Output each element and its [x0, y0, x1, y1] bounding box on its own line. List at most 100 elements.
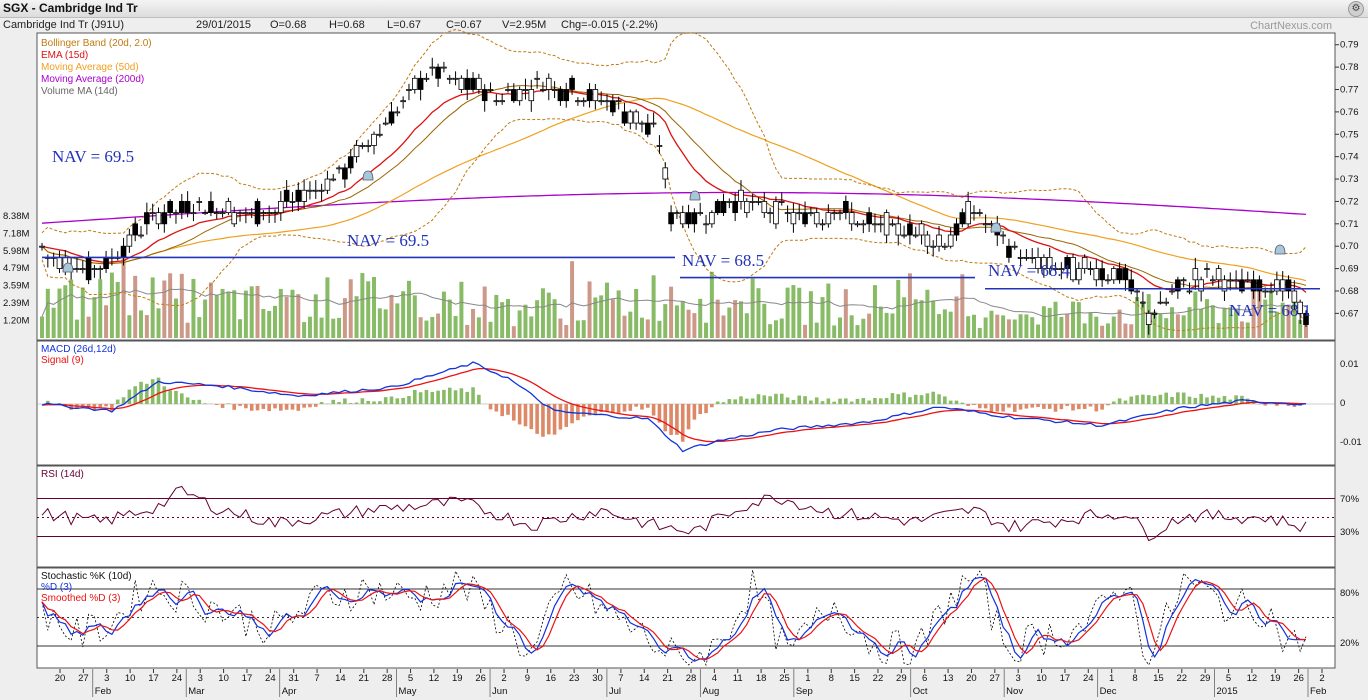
ma200-line	[41, 191, 1307, 224]
volume-bar	[698, 298, 703, 338]
quote-high: H=0.68	[329, 19, 365, 31]
date-tick-label: 21	[359, 673, 370, 684]
volume-bar	[500, 302, 505, 338]
candle-body	[778, 201, 785, 203]
volume-bar	[471, 308, 476, 338]
candle-body	[126, 234, 133, 247]
candle-body	[545, 77, 552, 90]
macd-histogram-bar	[983, 404, 988, 409]
candle-body	[476, 77, 482, 90]
month-label: Nov	[1006, 686, 1023, 697]
volume-bar	[249, 286, 254, 338]
macd-histogram-bar	[704, 404, 708, 414]
volume-bar	[738, 301, 743, 338]
candle-body	[39, 245, 45, 248]
volume-bar	[1059, 316, 1064, 338]
macd-histogram-bar	[401, 397, 405, 404]
volume-bar	[1024, 314, 1029, 338]
date-tick-label: 9	[525, 673, 530, 684]
macd-histogram-bar	[1158, 394, 1163, 404]
volume-bar	[575, 320, 580, 338]
volume-bar	[558, 318, 563, 338]
price-tick-label: 0.67	[1340, 308, 1359, 319]
volume-bar	[127, 315, 132, 338]
macd-histogram-bar	[675, 404, 679, 435]
macd-histogram-bar	[972, 404, 976, 406]
settings-icon[interactable]: ⚙	[1348, 1, 1364, 17]
date-tick-label: 1	[805, 673, 810, 684]
macd-histogram-bar	[1135, 395, 1139, 404]
candle-body	[400, 100, 406, 103]
macd-histogram-bar	[669, 404, 673, 435]
volume-bar	[220, 288, 225, 338]
macd-histogram-bar	[162, 386, 167, 404]
candle-body	[452, 77, 459, 80]
macd-histogram-bar	[616, 404, 621, 414]
macd-histogram-bar	[884, 397, 889, 404]
macd-histogram-bar	[127, 389, 132, 404]
volume-bar	[331, 318, 336, 338]
macd-histogram-bar	[564, 404, 569, 427]
volume-bar	[453, 316, 458, 338]
date-tick-label: 14	[639, 673, 650, 684]
volume-bar	[482, 286, 487, 338]
volume-bar	[791, 285, 796, 338]
candle-body	[1145, 312, 1152, 325]
volume-bar	[832, 325, 837, 338]
volume-bar	[441, 291, 446, 338]
volume-bar	[74, 319, 79, 338]
date-tick-label: 30	[592, 673, 603, 684]
macd-histogram-bar	[838, 398, 842, 404]
volume-bar	[651, 275, 656, 338]
date-tick-label: 22	[873, 673, 884, 684]
candle-body	[575, 100, 581, 103]
candle-body	[505, 89, 511, 91]
macd-tick: 0.01	[1340, 359, 1359, 370]
macd-histogram-bar	[721, 402, 726, 404]
candle-body	[767, 212, 773, 215]
macd-histogram-bar	[383, 397, 388, 404]
volume-bar	[669, 286, 674, 338]
quote-open: O=0.68	[270, 19, 307, 31]
candle-body	[237, 212, 243, 215]
macd-histogram-bar	[98, 404, 103, 408]
volume-bar	[238, 319, 243, 338]
volume-bar	[447, 299, 452, 338]
candle-body	[1052, 268, 1059, 270]
volume-bar	[966, 316, 971, 338]
macd-histogram-bar	[279, 404, 283, 411]
volume-bar	[1047, 307, 1052, 338]
candle-body	[516, 89, 523, 102]
month-label: Dec	[1100, 686, 1117, 697]
candle-body	[633, 111, 639, 124]
volume-bar	[1041, 306, 1046, 338]
volume-bar	[203, 299, 208, 338]
volume-bar	[838, 317, 843, 338]
candle-body	[1157, 301, 1164, 304]
volume-bar	[814, 322, 819, 338]
volume-bar	[424, 320, 429, 338]
macd-histogram-bar	[529, 404, 534, 430]
candle-body	[493, 100, 500, 103]
candle-body	[551, 89, 558, 91]
candle-body	[1274, 279, 1280, 292]
candle-body	[697, 212, 704, 215]
date-tick-label: 14	[335, 673, 346, 684]
volume-bar	[1187, 307, 1192, 338]
volume-bar	[686, 309, 691, 338]
macd-histogram-bar	[902, 392, 906, 404]
macd-histogram-bar	[954, 400, 959, 404]
macd-histogram-bar	[698, 404, 703, 415]
macd-histogram-bar	[1024, 404, 1029, 409]
candle-body	[953, 223, 960, 236]
candle-body	[1250, 279, 1257, 292]
date-tick-label: 22	[1176, 673, 1187, 684]
candle-body	[330, 178, 337, 181]
date-tick-label: 15	[1153, 673, 1164, 684]
macd-histogram-bar	[156, 377, 161, 404]
volume-bar	[168, 273, 173, 338]
volume-bar	[51, 307, 56, 338]
candle-body	[1210, 279, 1216, 282]
candle-body	[149, 212, 156, 215]
